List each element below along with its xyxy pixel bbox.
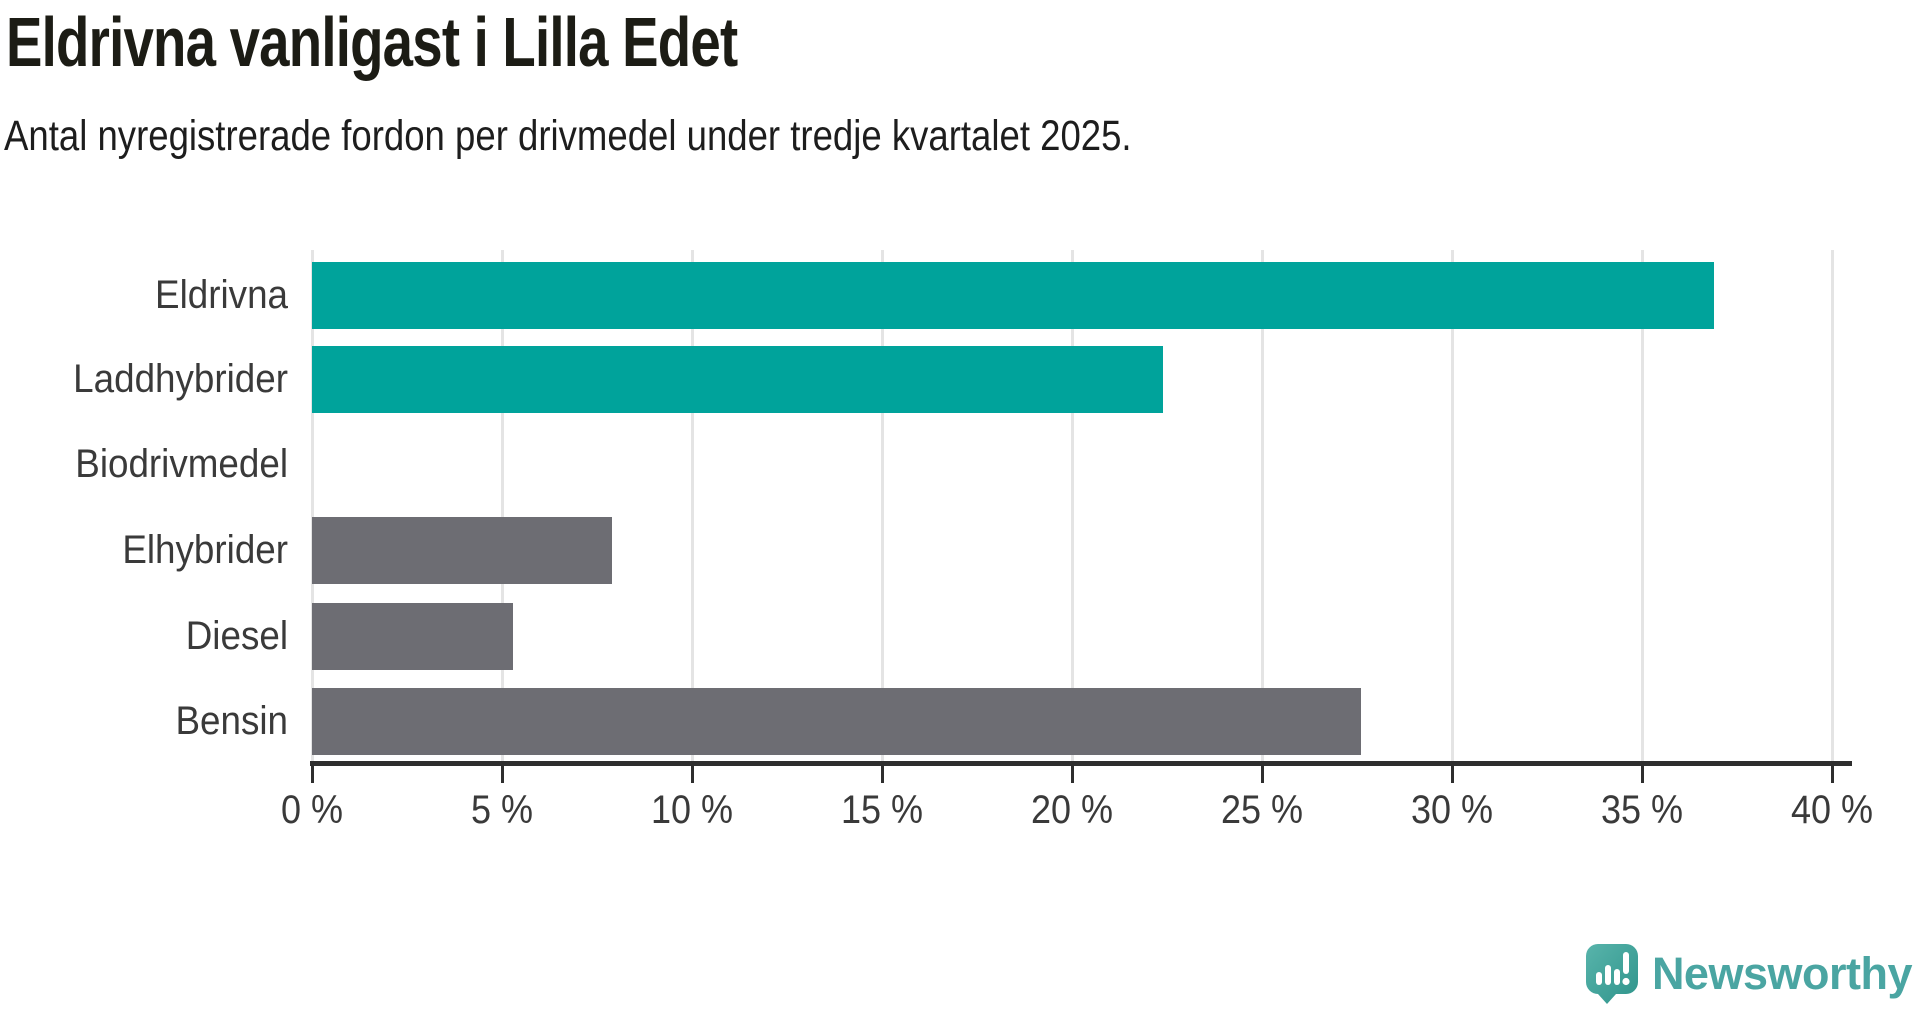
chart-title: Eldrivna vanligast i Lilla Edet [6, 3, 738, 81]
bar [312, 603, 514, 670]
gridline [1070, 250, 1074, 761]
newsworthy-logo-text: Newsworthy [1651, 948, 1913, 999]
axis-tick-label: 25 % [1220, 788, 1304, 832]
axis-tick-label: 35 % [1600, 788, 1684, 832]
axis-tick-label: 10 % [650, 788, 734, 832]
gridline [500, 250, 504, 761]
axis-tick [1640, 766, 1644, 783]
category-label: Bensin [175, 699, 288, 743]
category-label: Elhybrider [122, 528, 289, 572]
axis-tick [880, 766, 884, 783]
bar [312, 346, 1164, 413]
axis-tick-label: 30 % [1410, 788, 1494, 832]
bar [312, 688, 1361, 755]
category-label: Eldrivna [155, 273, 288, 317]
newsworthy-logo-icon [1585, 944, 1638, 1004]
axis-tick-label: 40 % [1790, 788, 1874, 832]
gridline [880, 250, 884, 761]
category-label: Biodrivmedel [75, 442, 288, 486]
axis-tick [1450, 766, 1454, 783]
gridline [1450, 250, 1454, 761]
axis-tick [690, 766, 694, 783]
gridline [1830, 250, 1834, 761]
axis-tick [310, 766, 314, 783]
axis-tick-label: 15 % [840, 788, 924, 832]
x-axis-line [310, 761, 1852, 766]
bar [312, 517, 613, 584]
category-label: Diesel [185, 614, 288, 658]
axis-tick [1070, 766, 1074, 783]
bar [312, 262, 1715, 329]
axis-tick-label: 0 % [280, 788, 344, 832]
newsworthy-logo: Newsworthy [1585, 944, 1913, 1004]
axis-tick-label: 5 % [470, 788, 534, 832]
axis-tick-label: 20 % [1030, 788, 1114, 832]
axis-tick [1830, 766, 1834, 783]
chart-subtitle: Antal nyregistrerade fordon per drivmede… [4, 112, 1132, 160]
gridline [1260, 250, 1264, 761]
gridline [690, 250, 694, 761]
gridline [1640, 250, 1644, 761]
category-label: Laddhybrider [73, 357, 288, 401]
axis-tick [500, 766, 504, 783]
gridline [310, 250, 314, 761]
axis-tick [1260, 766, 1264, 783]
